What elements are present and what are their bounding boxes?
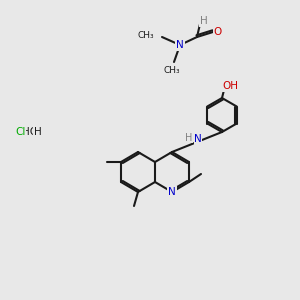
Text: OH: OH [222, 81, 238, 91]
Text: N: N [194, 134, 202, 144]
Text: H: H [200, 16, 208, 26]
Text: Cl: Cl [15, 127, 26, 137]
Text: CH₃: CH₃ [137, 32, 154, 40]
Text: N: N [168, 187, 176, 197]
Text: H: H [34, 127, 42, 137]
Text: H: H [185, 133, 193, 143]
Text: N: N [176, 40, 184, 50]
Text: CH₃: CH₃ [164, 66, 180, 75]
Text: O: O [214, 27, 222, 37]
Text: HCl: HCl [22, 127, 40, 137]
